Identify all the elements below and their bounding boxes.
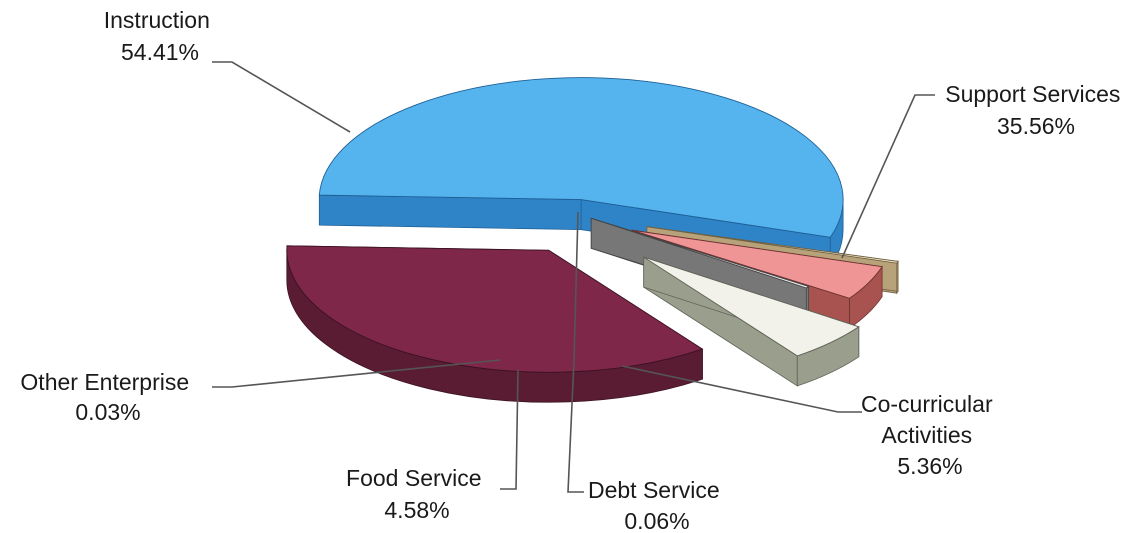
slice-top-other-enterprise — [646, 226, 899, 264]
slice-top-debt-service — [591, 217, 810, 289]
slice-top-instruction — [318, 77, 844, 238]
slice-side-other-enterprise — [896, 260, 899, 295]
label-debt-service: Debt Service 0.06% — [588, 477, 726, 533]
label-instruction: Instruction 54.41% — [104, 7, 217, 65]
leader-line-food-service — [500, 369, 519, 490]
slice-top-food-service — [631, 229, 883, 299]
leader-line-support-services — [841, 94, 935, 259]
slice-support-services — [286, 245, 704, 403]
leader-line-co-curricular — [621, 365, 862, 413]
slice-top-support-services — [286, 245, 704, 373]
slice-co-curricular-activities — [643, 256, 860, 387]
slice-instruction — [318, 77, 844, 269]
leader-lines — [212, 61, 935, 493]
label-food-service: Food Service 4.58% — [346, 465, 488, 523]
slice-wall-instruction-1 — [318, 194, 582, 231]
leader-line-instruction — [212, 61, 351, 133]
label-co-curricular-activities: Co-curricular Activities 5.36% — [861, 391, 999, 479]
label-other-enterprise: Other Enterprise 0.03% — [20, 369, 195, 425]
leader-line-other-enterprise — [212, 359, 501, 388]
label-support-services: Support Services 35.56% — [945, 81, 1127, 139]
leader-line-debt-service — [567, 211, 584, 493]
slice-labels: Instruction 54.41% Support Services 35.5… — [20, 7, 1127, 533]
pie-slices — [286, 77, 899, 403]
slice-top-co-curricular-activities — [643, 256, 860, 357]
